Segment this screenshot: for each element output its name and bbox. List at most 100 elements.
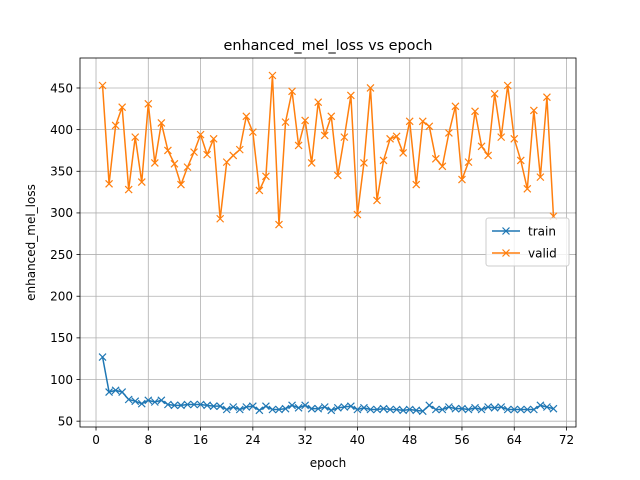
legend-item-train: train — [492, 224, 556, 238]
valid-point — [444, 129, 453, 137]
valid-point — [248, 128, 257, 137]
valid-point — [137, 178, 146, 187]
valid-point — [542, 93, 551, 102]
train-point — [98, 353, 107, 361]
valid-point — [471, 107, 479, 116]
valid-point — [320, 131, 329, 140]
valid-point — [536, 173, 545, 182]
valid-point — [451, 102, 460, 111]
valid-point — [497, 133, 506, 142]
valid-point — [425, 122, 434, 131]
train-point — [170, 401, 179, 410]
train-point — [516, 405, 525, 414]
train-point — [327, 406, 336, 415]
valid-point — [438, 162, 447, 171]
legend-marker — [502, 227, 510, 235]
legend-label: valid — [528, 246, 557, 260]
valid-point — [261, 172, 270, 181]
valid-point — [288, 87, 296, 96]
train-point — [203, 401, 212, 410]
train-point — [131, 397, 140, 406]
train-point — [438, 405, 447, 414]
valid-point — [222, 158, 231, 167]
valid-point — [510, 134, 519, 143]
valid-point — [477, 142, 486, 151]
train-point — [144, 396, 153, 405]
train-point — [444, 403, 453, 411]
train-point — [281, 404, 290, 413]
train-point — [118, 388, 127, 396]
valid-point — [340, 133, 349, 142]
valid-point — [177, 180, 185, 189]
valid-point — [281, 118, 290, 127]
valid-point — [458, 175, 466, 184]
train-point — [412, 406, 421, 415]
x-tick-label: 56 — [454, 433, 469, 447]
valid-point — [242, 112, 251, 121]
train-point — [137, 399, 146, 408]
valid-point — [399, 149, 408, 157]
x-tick-label: 72 — [559, 433, 574, 447]
valid-point — [386, 134, 395, 143]
train-point — [242, 403, 251, 411]
x-tick-label: 32 — [297, 433, 312, 447]
series-train — [98, 353, 558, 416]
series-layer — [98, 71, 558, 416]
train-point — [418, 407, 427, 416]
ticks: 0 8 16 24 32 40 48 56 64 72 50 100 150 200 250 300 350 40… — [50, 81, 574, 447]
train-point — [425, 401, 434, 410]
train-point — [392, 405, 401, 414]
valid-point — [203, 150, 212, 159]
valid-point — [366, 84, 375, 92]
train-point — [196, 400, 205, 409]
train-point — [314, 404, 323, 413]
train-point — [471, 403, 479, 412]
train-point — [399, 406, 408, 415]
valid-point — [124, 185, 133, 194]
valid-point — [229, 151, 238, 160]
train-point — [542, 403, 551, 411]
train-point — [275, 405, 283, 414]
valid-point — [431, 154, 440, 163]
valid-point — [327, 112, 336, 121]
y-tick-label: 100 — [50, 373, 73, 387]
train-point — [529, 405, 538, 414]
train-point — [477, 405, 486, 414]
train-point — [261, 402, 270, 411]
train-point — [458, 404, 466, 413]
valid-point — [118, 103, 127, 112]
valid-point — [183, 163, 192, 172]
train-point — [294, 403, 303, 412]
valid-point — [373, 196, 381, 205]
train-point — [431, 405, 440, 414]
train-point — [255, 406, 264, 415]
valid-point — [131, 133, 140, 142]
valid-point — [412, 180, 421, 189]
valid-point — [163, 146, 172, 155]
valid-point — [418, 117, 427, 126]
train-point — [301, 401, 310, 410]
valid-point — [235, 145, 244, 154]
legend-marker — [502, 249, 510, 257]
valid-point — [255, 186, 264, 195]
y-tick-label: 250 — [50, 248, 73, 262]
x-tick-label: 64 — [507, 433, 522, 447]
train-point — [124, 395, 133, 404]
train-point — [157, 396, 166, 405]
train-point — [353, 405, 362, 414]
legend: train valid — [485, 217, 570, 267]
valid-point — [503, 81, 512, 90]
y-tick-label: 300 — [50, 206, 73, 220]
valid-point — [307, 159, 316, 167]
valid-point — [405, 117, 414, 126]
train-line — [101, 356, 554, 412]
valid-point — [98, 81, 107, 90]
train-point — [190, 400, 198, 409]
x-tick-label: 40 — [350, 433, 365, 447]
valid-point — [209, 134, 218, 143]
valid-point — [150, 159, 159, 167]
y-tick-label: 50 — [58, 414, 73, 428]
valid-point — [268, 71, 277, 80]
train-point — [229, 403, 238, 411]
train-point — [235, 405, 244, 414]
